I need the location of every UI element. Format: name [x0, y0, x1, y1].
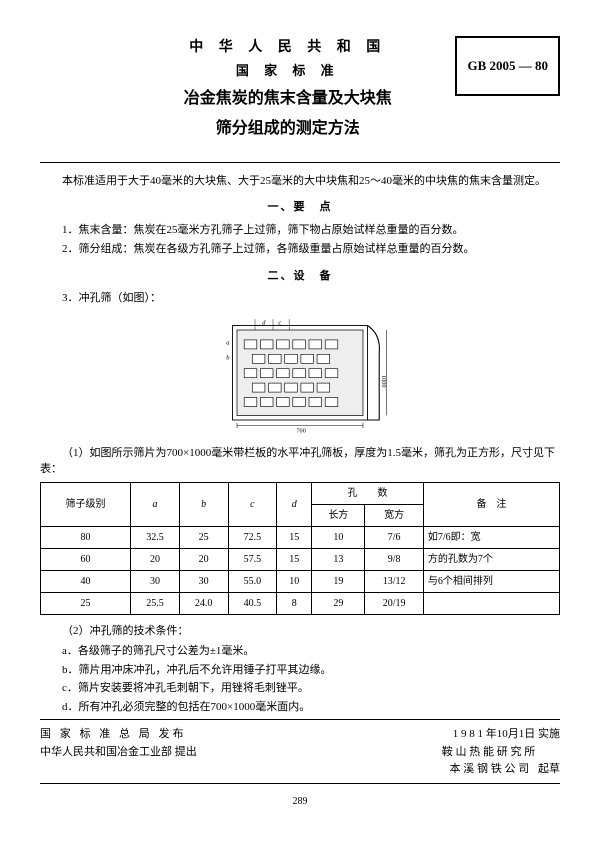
footer-issuer: 国 家 标 准 总 局 发布 — [40, 726, 197, 744]
tech-a: a．各级筛子的筛孔尺寸公差为±1毫米。 — [40, 643, 560, 660]
table-cell: 25 — [179, 526, 228, 548]
table-cell: 30 — [179, 570, 228, 592]
sieve-dimensions-table: 筛子级别 a b c d 孔 数 备 注 长方 宽方 8032.52572.51… — [40, 482, 560, 615]
col-holes: 孔 数 — [312, 482, 424, 504]
table-cell: 40.5 — [228, 592, 277, 614]
table-row: 8032.52572.515107/6如7/6即：宽 — [41, 526, 560, 548]
footer-drafter-2: 本 溪 钢 铁 公 司 — [450, 763, 530, 775]
footer-date: 1 9 8 1 年10月1日 实施 — [442, 726, 560, 744]
table-cell: 15 — [277, 526, 312, 548]
table-cell: 72.5 — [228, 526, 277, 548]
table-row: 2525.524.040.582920/19 — [41, 592, 560, 614]
subcol-wide: 宽方 — [365, 504, 423, 526]
col-d: d — [277, 482, 312, 526]
footer-drafter-1: 鞍 山 热 能 研 究 所 — [442, 746, 536, 758]
table-cell: 19 — [312, 570, 365, 592]
table-cell: 30 — [131, 570, 180, 592]
svg-text:a: a — [226, 339, 229, 346]
diagram-height-label: 1000 — [380, 375, 387, 388]
table-cell: 13/12 — [365, 570, 423, 592]
standard-code-box: GB 2005 — 80 — [455, 36, 560, 96]
table-cell: 13 — [312, 548, 365, 570]
table-cell: 60 — [41, 548, 131, 570]
item-2: 2．筛分组成：焦炭在各级方孔筛子上过筛，各筛级重量占原始试样总重量的百分数。 — [40, 241, 560, 258]
table-cell: 55.0 — [228, 570, 277, 592]
table-cell: 57.5 — [228, 548, 277, 570]
tech-d: d．所有冲孔必须完整的包括在700×1000毫米面内。 — [40, 699, 560, 716]
header: 中 华 人 民 共 和 国 国 家 标 准 冶金焦炭的焦末含量及大块焦 筛分组成… — [40, 30, 560, 144]
table-cell: 10 — [312, 526, 365, 548]
table-row: 40303055.0101913/12与6个相间排列 — [41, 570, 560, 592]
table-row: 60202057.515139/8方的孔数为7个 — [41, 548, 560, 570]
section-1-heading: 一、要 点 — [40, 199, 560, 216]
standard-line: 国 家 标 准 — [120, 61, 455, 81]
table-cell: 32.5 — [131, 526, 180, 548]
divider — [40, 162, 560, 163]
item-1: 1．焦末含量：焦炭在25毫米方孔筛子上过筛，筛下物占原始试样总重量的百分数。 — [40, 222, 560, 239]
tech-conditions: a．各级筛子的筛孔尺寸公差为±1毫米。 b．筛片用冲床冲孔，冲孔后不允许用锤子打… — [40, 643, 560, 715]
footer-right: 1 9 8 1 年10月1日 实施 鞍 山 热 能 研 究 所 本 溪 钢 铁 … — [442, 726, 560, 779]
table-cell: 24.0 — [179, 592, 228, 614]
footer: 国 家 标 准 总 局 发布 中华人民共和国冶金工业部 提出 1 9 8 1 年… — [40, 726, 560, 779]
table-cell: 25.5 — [131, 592, 180, 614]
svg-text:c: c — [278, 319, 281, 326]
divider — [40, 719, 560, 720]
footer-proposer: 中华人民共和国冶金工业部 提出 — [40, 744, 197, 762]
col-notes: 备 注 — [423, 482, 559, 526]
subcol-long: 长方 — [312, 504, 365, 526]
col-c: c — [228, 482, 277, 526]
table-cell: 80 — [41, 526, 131, 548]
table-cell: 29 — [312, 592, 365, 614]
table-cell: 10 — [277, 570, 312, 592]
table-cell: 与6个相间排列 — [423, 570, 559, 592]
tech-b: b．筛片用冲床冲孔，冲孔后不允许用锤子打平其边缘。 — [40, 662, 560, 679]
col-b: b — [179, 482, 228, 526]
col-a: a — [131, 482, 180, 526]
footer-left: 国 家 标 准 总 局 发布 中华人民共和国冶金工业部 提出 — [40, 726, 197, 779]
page-number: 289 — [40, 794, 560, 809]
sieve-diagram: 700 1000 a b c d — [210, 315, 390, 435]
table-cell: 15 — [277, 548, 312, 570]
divider — [40, 783, 560, 784]
table-cell: 如7/6即：宽 — [423, 526, 559, 548]
table-cell: 8 — [277, 592, 312, 614]
table-caption-1: （1）如图所示筛片为700×1000毫米带栏板的水平冲孔筛板，厚度为1.5毫米，… — [40, 445, 560, 478]
table-cell: 20 — [131, 548, 180, 570]
table-cell: 9/8 — [365, 548, 423, 570]
section-2-heading: 二、设 备 — [40, 268, 560, 285]
table-cell: 7/6 — [365, 526, 423, 548]
col-level: 筛子级别 — [41, 482, 131, 526]
table-cell: 20 — [179, 548, 228, 570]
table-cell: 25 — [41, 592, 131, 614]
table-cell — [423, 592, 559, 614]
tech-c: c．筛片安装要将冲孔毛刺朝下，用锉将毛刺锉平。 — [40, 680, 560, 697]
title-line-1: 冶金焦炭的焦末含量及大块焦 — [120, 87, 455, 111]
country-line: 中 华 人 民 共 和 国 — [120, 37, 455, 58]
title-line-2: 筛分组成的测定方法 — [120, 117, 455, 141]
item-3: 3．冲孔筛（如图）： — [40, 290, 560, 307]
svg-text:b: b — [226, 354, 229, 361]
footer-draft-suffix: 起草 — [538, 763, 560, 775]
diagram-width-label: 700 — [296, 427, 305, 434]
table-cell: 20/19 — [365, 592, 423, 614]
table-cell: 方的孔数为7个 — [423, 548, 559, 570]
scope-paragraph: 本标准适用于大于40毫米的大块焦、大于25毫米的大中块焦和25～40毫米的中块焦… — [40, 173, 560, 190]
table-cell: 40 — [41, 570, 131, 592]
title-block: 中 华 人 民 共 和 国 国 家 标 准 冶金焦炭的焦末含量及大块焦 筛分组成… — [120, 30, 455, 144]
tech-caption: （2）冲孔筛的技术条件： — [40, 623, 560, 640]
